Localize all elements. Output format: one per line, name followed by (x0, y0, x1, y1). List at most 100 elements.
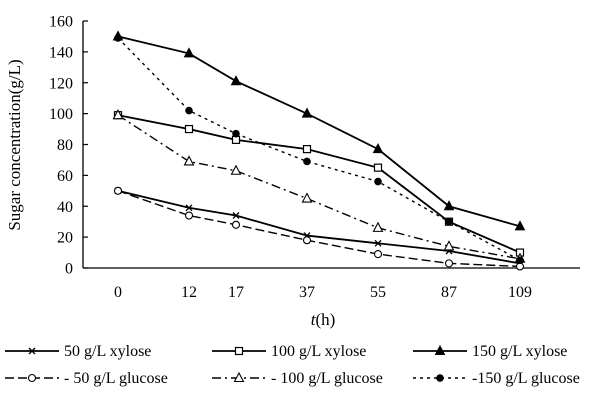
data-point (445, 217, 453, 226)
x-axis-title-unit: (h) (315, 310, 335, 329)
data-point (183, 155, 195, 166)
legend-marker (234, 346, 244, 356)
marker-shape (373, 163, 383, 172)
y-axis-title: Sugar concentration(g/L) (5, 59, 24, 230)
data-point (301, 192, 313, 203)
marker-shape (514, 220, 526, 231)
marker-shape (183, 155, 195, 166)
data-point (184, 211, 194, 220)
legend-label: 150 g/L xylose (472, 343, 567, 360)
x-tick-label: 12 (181, 284, 197, 301)
marker-shape (443, 240, 455, 251)
y-tick-label: 60 (57, 168, 73, 185)
legend-item: 100 g/L xylose (212, 343, 366, 360)
marker-shape (230, 164, 242, 175)
data-point (372, 143, 384, 154)
data-point (114, 34, 122, 42)
legend-marker (233, 371, 245, 383)
x-tick-label: 109 (508, 284, 532, 301)
series-100-g-l-xylose (113, 111, 525, 257)
data-point (230, 75, 242, 86)
x-tick-label: 87 (441, 284, 457, 301)
data-point (303, 157, 311, 166)
data-point (373, 250, 383, 259)
data-point (185, 106, 193, 115)
data-point (444, 259, 454, 268)
marker-shape (114, 34, 122, 42)
marker-shape (113, 186, 123, 195)
legend-label: -150 g/L glucose (472, 370, 580, 387)
y-tick-label: 0 (65, 261, 73, 278)
x-tick-label: 37 (299, 284, 315, 301)
marker-shape (301, 107, 313, 118)
data-point (183, 47, 195, 58)
marker-shape (184, 124, 194, 134)
legend-marker (434, 344, 446, 355)
marker-shape (436, 374, 444, 382)
marker-stroke (28, 347, 36, 355)
series-50-g-l-glucose (113, 186, 525, 271)
marker-shape (184, 211, 194, 220)
legend-marker (436, 374, 444, 382)
series-line (117, 35, 521, 228)
data-point (230, 164, 242, 175)
marker-shape (301, 192, 313, 203)
legend-item: 150 g/L xylose (413, 343, 567, 360)
marker-shape (185, 106, 193, 115)
marker-shape (27, 373, 37, 383)
series-150-g-l-xylose (112, 30, 526, 231)
legend-label: - 50 g/L glucose (64, 370, 168, 387)
marker-shape (373, 250, 383, 259)
x-axis-title: t(h) (311, 310, 336, 329)
marker-shape (516, 256, 524, 265)
legend-label: - 100 g/L glucose (271, 370, 383, 387)
data-point (302, 236, 312, 245)
marker-stroke (185, 204, 193, 212)
legend-label: 50 g/L xylose (64, 343, 151, 360)
marker-shape (434, 344, 446, 355)
legend-item: -150 g/L glucose (413, 370, 580, 387)
legend-label: 100 g/L xylose (271, 343, 366, 360)
data-point (112, 108, 124, 120)
y-tick-label: 20 (57, 230, 73, 247)
series-line (117, 114, 521, 254)
marker-shape (445, 217, 453, 226)
marker-shape (232, 129, 240, 138)
legend-item: - 100 g/L glucose (212, 370, 383, 387)
data-point (443, 240, 455, 251)
data-point (443, 200, 455, 211)
series-lines (112, 30, 526, 271)
data-point (231, 220, 241, 229)
y-tick-label: 120 (49, 75, 73, 92)
marker-shape (183, 47, 195, 58)
x-tick-label: 55 (370, 284, 386, 301)
marker-shape (374, 177, 382, 186)
marker-shape (302, 145, 312, 154)
marker-shape (231, 220, 241, 229)
y-tick-label: 80 (57, 137, 73, 154)
marker-stroke (232, 212, 240, 219)
legend-item: 50 g/L xylose (5, 343, 151, 360)
marker-shape (234, 346, 244, 356)
data-point (372, 221, 384, 232)
data-point (301, 107, 313, 118)
marker-shape (233, 371, 245, 383)
marker-shape (112, 108, 124, 120)
y-tick-label: 40 (57, 199, 73, 216)
marker-shape (443, 200, 455, 211)
data-point (374, 239, 382, 247)
data-point (516, 256, 524, 265)
x-axis-title-variable: t (311, 310, 317, 329)
series-line (117, 190, 521, 268)
axes: 0 20 40 60 80 100 120 140 160 0 12 17 37 55 87 109 Sugar… (5, 14, 580, 329)
x-tick-label: 17 (228, 284, 244, 301)
data-point (113, 186, 123, 195)
y-tick-label: 100 (49, 106, 73, 123)
data-point (514, 220, 526, 231)
series-150-g-l-glucose (114, 34, 524, 265)
y-tick-label: 160 (49, 14, 73, 31)
data-point (302, 145, 312, 154)
x-tick-label: 0 (114, 284, 122, 301)
